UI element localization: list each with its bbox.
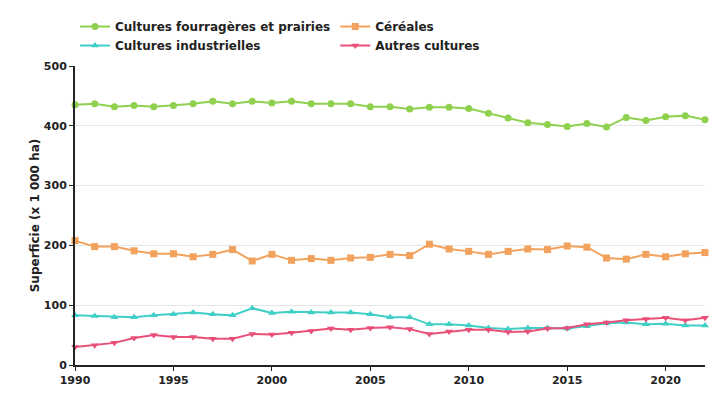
svg-text:2010: 2010 [453,374,484,387]
svg-text:500: 500 [44,60,67,73]
svg-text:400: 400 [44,120,67,133]
svg-text:1995: 1995 [158,374,189,387]
svg-text:Cultures fourragères et prairi: Cultures fourragères et prairies [115,20,330,34]
svg-text:Céréales: Céréales [375,20,434,34]
svg-text:2015: 2015 [552,374,583,387]
svg-text:300: 300 [44,179,67,192]
svg-text:1990: 1990 [60,374,91,387]
svg-text:2005: 2005 [355,374,386,387]
svg-text:Autres cultures: Autres cultures [375,39,479,53]
svg-text:2000: 2000 [257,374,288,387]
svg-text:2020: 2020 [650,374,681,387]
svg-text:100: 100 [44,299,67,312]
svg-text:Superficie (x 1 000 ha): Superficie (x 1 000 ha) [28,139,42,293]
svg-text:Cultures industrielles: Cultures industrielles [115,39,260,53]
svg-text:0: 0 [59,359,67,372]
svg-text:200: 200 [44,239,67,252]
